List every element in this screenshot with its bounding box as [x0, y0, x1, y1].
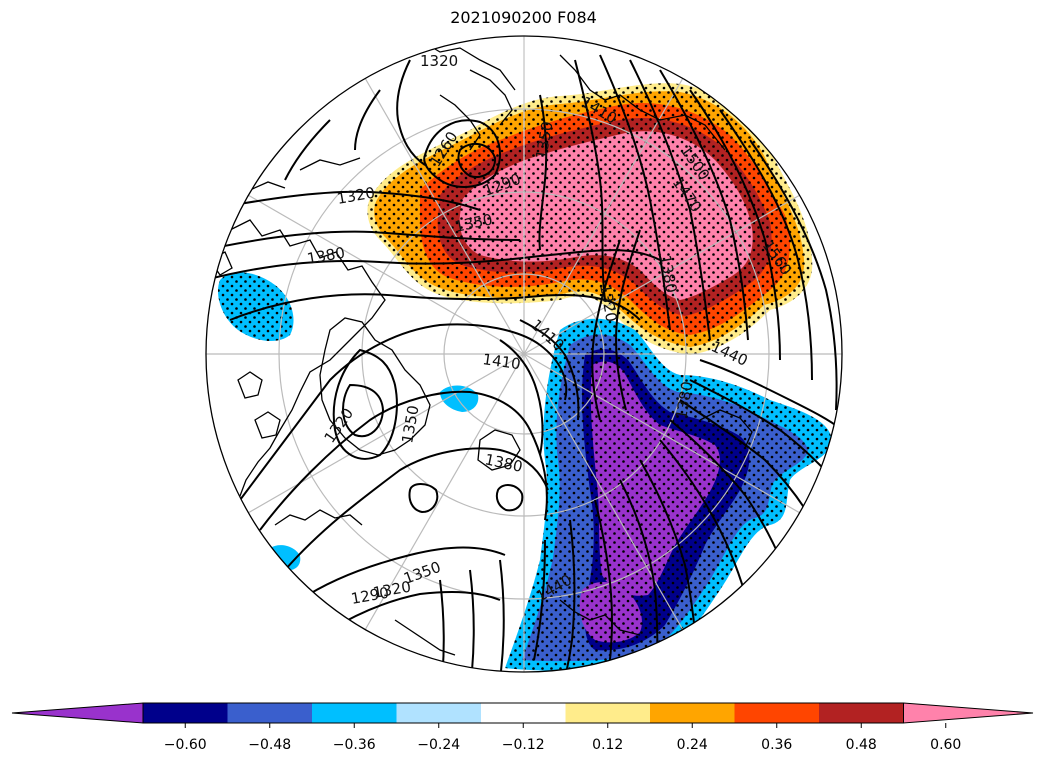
colorbar-segment — [396, 703, 481, 723]
colorbar-extend-low — [11, 702, 144, 724]
contour-label-1410-center: 1410 — [481, 350, 521, 373]
colorbar-tick-label: 0.60 — [930, 737, 961, 753]
height-contours — [206, 54, 842, 672]
colorbar-segment — [227, 703, 312, 723]
colorbar-tick-label: 0.24 — [677, 737, 708, 753]
contour-label-1350-vertical: 1350 — [398, 404, 422, 445]
colorbar-tick-label: −0.12 — [502, 737, 545, 753]
colorbar: −0.60 −0.48 −0.36 −0.24 −0.12 0.12 0.24 0.36 0.4… — [11, 702, 1034, 753]
colorbar-tick-label: −0.36 — [333, 737, 376, 753]
colorbar-segment — [481, 703, 566, 723]
map-title: 2021090200 F084 — [450, 8, 597, 27]
colorbar-ticks: −0.60 −0.48 −0.36 −0.24 −0.12 0.12 0.24 0.36 0.4… — [164, 723, 961, 753]
colorbar-extend-high — [903, 702, 1034, 724]
colorbar-segment — [650, 703, 735, 723]
colorbar-segment — [734, 703, 819, 723]
contour-label-1380-left: 1380 — [306, 244, 347, 268]
colorbar-tick-label: −0.60 — [164, 737, 207, 753]
colorbar-tick-label: 0.12 — [592, 737, 623, 753]
positive-anomaly-region — [367, 83, 813, 356]
colorbar-segment — [565, 703, 650, 723]
colorbar-segment — [312, 703, 397, 723]
colorbar-tick-label: 0.36 — [761, 737, 792, 753]
polar-map: 1320 1410 1260 1290 1350 1320 1350 1380 … — [205, 35, 843, 673]
colorbar-segment — [143, 703, 228, 723]
colorbar-segments — [11, 702, 1034, 724]
coastlines — [209, 39, 753, 656]
contour-label-1320-top: 1320 — [420, 52, 458, 70]
contour-label-1380-right: 1380 — [483, 450, 524, 476]
colorbar-segment — [819, 703, 904, 723]
map-boundary — [205, 35, 843, 673]
colorbar-tick-label: 0.48 — [846, 737, 877, 753]
colorbar-tick-label: −0.24 — [417, 737, 460, 753]
colorbar-tick-label: −0.48 — [248, 737, 291, 753]
